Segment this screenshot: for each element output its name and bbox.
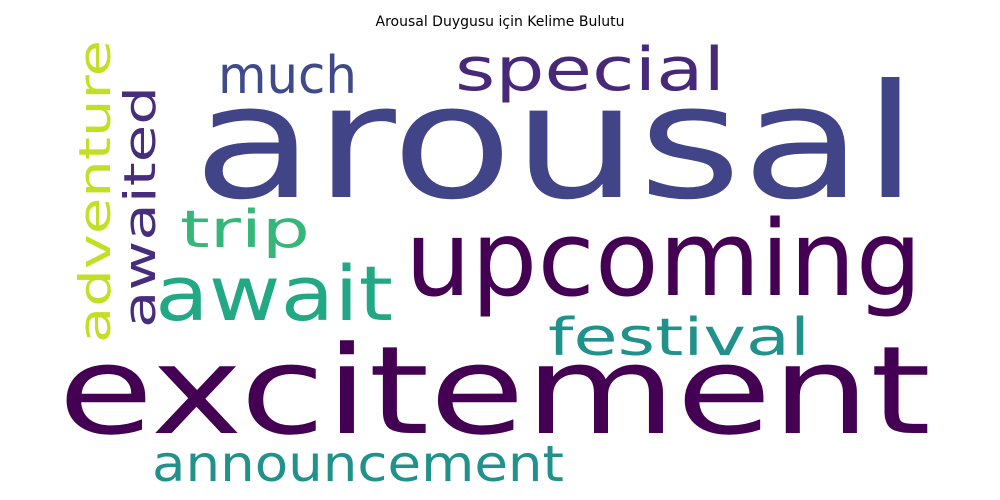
word-trip: trip [180,200,310,260]
word-special: special [455,35,725,105]
word-festival: festival [548,308,810,368]
word-upcoming: upcoming [405,198,922,320]
word-much: much [218,46,357,106]
word-adventure: adventure [70,40,121,343]
word-excitement: excitement [58,320,931,462]
word-announcement: announcement [152,435,564,493]
word-arousal: arousal [193,51,918,235]
word-await: await [155,249,393,338]
chart-title: Arousal Duygusu için Kelime Bulutu [375,14,625,30]
word-awaited: awaited [115,86,166,328]
